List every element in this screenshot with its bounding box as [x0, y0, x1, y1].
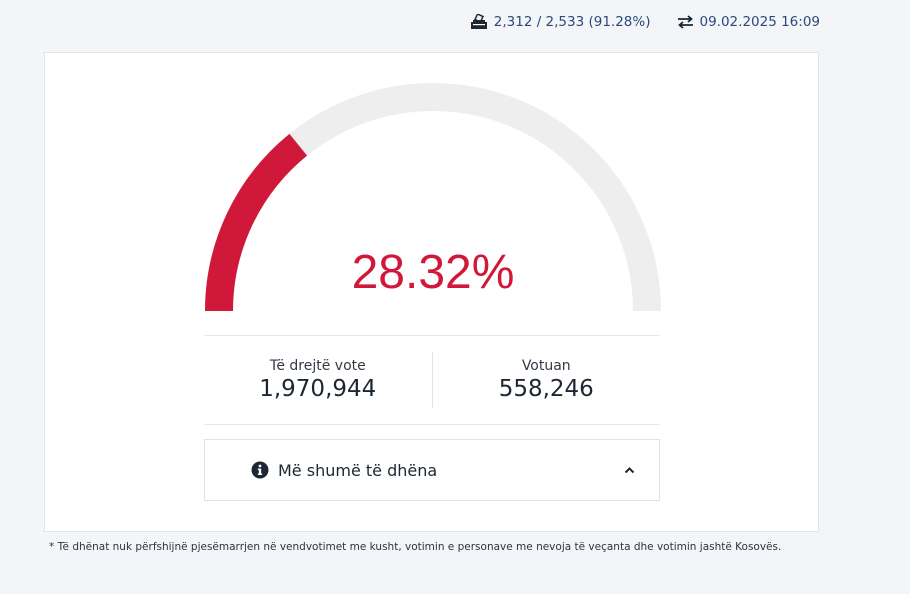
voted-stat: Votuan 558,246	[433, 336, 661, 424]
stations-reported: 2,312 / 2,533 (91.28%)	[470, 14, 651, 30]
swap-arrows-icon	[677, 15, 694, 29]
eligible-voters-stat: Të drejtë vote 1,970,944	[204, 336, 432, 424]
more-info-label: Më shumë të dhëna	[278, 460, 438, 480]
turnout-gauge	[205, 83, 661, 312]
turnout-card: 28.32% Të drejtë vote 1,970,944 Votuan 5…	[44, 52, 819, 532]
stations-text: 2,312 / 2,533 (91.28%)	[493, 14, 651, 30]
voted-value: 558,246	[498, 376, 594, 402]
updated-text: 09.02.2025 16:09	[699, 14, 821, 30]
eligible-voters-label: Të drejtë vote	[269, 358, 366, 374]
chevron-up-icon	[624, 466, 635, 474]
more-info-toggle[interactable]: Më shumë të dhëna	[204, 439, 660, 501]
turnout-percent: 28.32%	[351, 246, 515, 299]
footnote: * Të dhënat nuk përfshijnë pjesëmarrjen …	[49, 541, 782, 553]
info-circle-icon	[251, 461, 269, 479]
voted-label: Votuan	[521, 358, 571, 374]
eligible-voters-value: 1,970,944	[259, 376, 377, 402]
gauge-fill	[205, 133, 308, 312]
stats-divider	[431, 352, 433, 408]
header-stats: 2,312 / 2,533 (91.28%) 09.02.2025 16:09	[470, 14, 820, 30]
ballot-box-icon	[470, 14, 488, 30]
last-updated: 09.02.2025 16:09	[677, 14, 821, 30]
turnout-stats: Të drejtë vote 1,970,944 Votuan 558,246	[204, 335, 660, 425]
